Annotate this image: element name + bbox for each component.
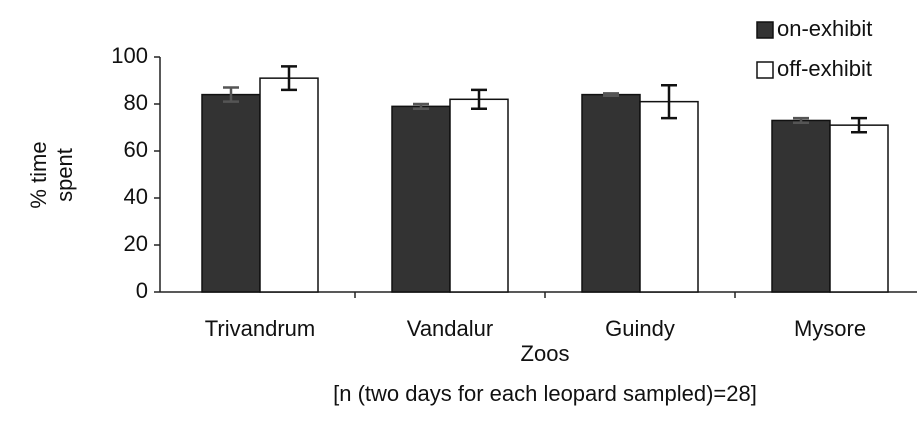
x-tick-label: Mysore	[794, 316, 866, 341]
bar	[449, 98, 509, 293]
y-tick-label: 60	[124, 137, 148, 162]
error-bar	[281, 65, 297, 92]
y-tick-label: 100	[111, 43, 148, 68]
y-tick-label: 80	[124, 90, 148, 115]
y-tick-label: 0	[136, 278, 148, 303]
note: [n (two days for each leopard sampled)=2…	[333, 381, 757, 406]
bar	[391, 105, 451, 293]
error-bar	[413, 102, 429, 110]
legend-swatch	[756, 21, 774, 39]
x-axis-label: Zoos	[521, 341, 570, 366]
legend-swatch	[756, 61, 774, 79]
bar	[201, 93, 261, 293]
y-tick-label: 40	[124, 184, 148, 209]
legend-label: on-exhibit	[777, 16, 872, 41]
x-tick-label: Trivandrum	[205, 316, 315, 341]
error-bar	[471, 88, 487, 110]
x-tick-label: Vandalur	[407, 316, 493, 341]
bar	[771, 119, 831, 293]
bar	[829, 124, 889, 293]
legend-label: off-exhibit	[777, 56, 872, 81]
error-bar	[223, 86, 239, 103]
y-axis-label: % time	[26, 141, 51, 208]
error-bar	[603, 92, 619, 98]
bar	[581, 93, 641, 293]
bar	[639, 100, 699, 293]
error-bar	[661, 83, 677, 120]
error-bar	[851, 116, 867, 134]
y-axis-label: spent	[52, 148, 77, 202]
bar	[259, 77, 319, 293]
x-tick-label: Guindy	[605, 316, 675, 341]
error-bar	[793, 116, 809, 125]
y-tick-label: 20	[124, 231, 148, 256]
